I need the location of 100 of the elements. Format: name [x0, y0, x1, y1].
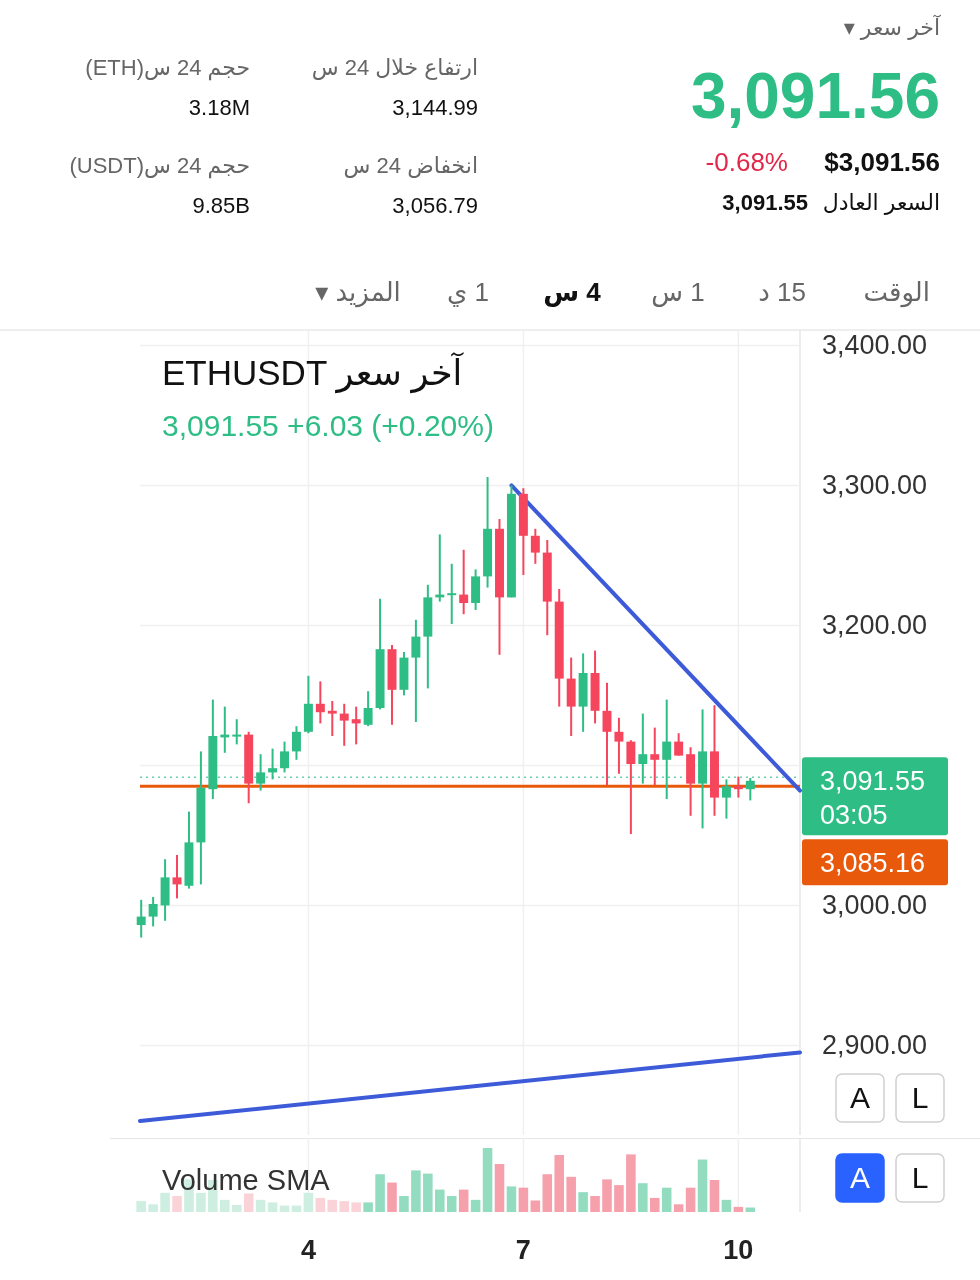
bar	[614, 1185, 624, 1212]
candlestick	[411, 618, 421, 723]
text: 4 س	[543, 277, 601, 307]
text: 9.85B	[192, 193, 250, 218]
bar	[148, 1204, 158, 1212]
bar	[196, 1192, 206, 1212]
bar	[351, 1202, 361, 1212]
bar	[231, 1204, 242, 1212]
candlestick	[626, 739, 636, 835]
candlestick	[674, 732, 684, 757]
bar	[709, 1180, 720, 1212]
bar	[255, 1199, 266, 1212]
candlestick	[447, 562, 457, 625]
bar	[733, 1206, 744, 1212]
bar	[435, 1189, 445, 1212]
text: السعر العادل	[822, 190, 940, 215]
text: A	[849, 1161, 871, 1194]
bar	[327, 1199, 338, 1212]
candlestick	[291, 725, 301, 761]
bar	[721, 1199, 732, 1212]
candlestick	[733, 775, 743, 799]
candlestick	[721, 778, 731, 820]
bar	[649, 1197, 660, 1212]
bar	[411, 1170, 421, 1212]
y-tick-label: 3,000.00	[822, 890, 928, 921]
bar	[494, 1164, 505, 1212]
candlestick	[315, 680, 325, 725]
text: ارتفاع خلال 24 س	[311, 55, 478, 80]
candlestick	[232, 718, 242, 746]
bar	[172, 1196, 182, 1212]
bar	[423, 1173, 433, 1212]
ref-line-label: 3,091.55 03:05	[820, 766, 926, 831]
text: 15 د	[758, 277, 806, 307]
candlestick	[136, 898, 146, 939]
bar	[470, 1199, 481, 1212]
bar	[446, 1196, 457, 1212]
text: 3,091.55	[722, 190, 808, 215]
bar	[267, 1202, 278, 1212]
text: ETHUSDT آخر سعر	[162, 352, 463, 392]
candlestick	[650, 726, 660, 786]
bar	[482, 1148, 493, 1212]
y-tick-label: 3,200.00	[822, 610, 928, 641]
ref-line-label: 3,085.16	[820, 848, 926, 879]
bar	[590, 1196, 600, 1212]
bar	[530, 1200, 541, 1212]
bar	[626, 1154, 636, 1212]
bar	[339, 1201, 350, 1212]
bar	[243, 1193, 254, 1212]
text: $3,091.56	[824, 147, 940, 177]
bar	[136, 1201, 146, 1212]
bar	[399, 1196, 409, 1212]
y-tick-label: 2,900.00	[822, 1030, 928, 1061]
bar	[506, 1186, 517, 1212]
text: 3.18M	[188, 95, 250, 120]
bar	[673, 1204, 684, 1212]
candlestick	[745, 777, 755, 802]
text: 1 ي	[446, 277, 490, 307]
text: L	[911, 1161, 929, 1194]
x-tick-label: 10	[723, 1235, 754, 1265]
bar	[661, 1187, 672, 1212]
text: A	[849, 1081, 871, 1114]
y-tick-label: 3,300.00	[822, 470, 928, 501]
text: حجم 24 س(USDT)	[69, 153, 250, 178]
candlestick	[172, 854, 182, 900]
bar	[375, 1174, 385, 1212]
text: 1 س	[651, 277, 705, 307]
candlestick	[327, 700, 337, 737]
text: 3,091.55 +6.03 (+0.20%)	[162, 409, 494, 442]
candlestick	[614, 716, 624, 775]
text: آخر سعر ▾	[843, 15, 940, 40]
bar	[363, 1202, 373, 1212]
candlestick	[268, 747, 278, 781]
candlestick	[339, 702, 349, 747]
text: -0.68%	[705, 147, 788, 177]
candlestick	[351, 705, 361, 746]
candlestick	[363, 690, 373, 728]
bar	[387, 1182, 397, 1212]
bar	[638, 1183, 648, 1212]
bar	[554, 1155, 564, 1212]
candlestick	[459, 548, 469, 616]
candlestick	[148, 896, 158, 928]
bar	[518, 1187, 529, 1212]
text: 3,144.99	[392, 95, 478, 120]
bar	[315, 1197, 326, 1212]
y-tick-label: 3,400.00	[822, 330, 928, 361]
text: L	[911, 1081, 929, 1114]
candlestick	[280, 740, 289, 774]
bar	[566, 1176, 576, 1212]
text: 3,056.79	[392, 193, 478, 218]
bar	[458, 1189, 469, 1212]
x-tick-label: 7	[515, 1235, 531, 1265]
text: حجم 24 س(ETH)	[85, 55, 250, 80]
x-tick-label: 4	[300, 1235, 316, 1265]
bar	[542, 1174, 553, 1212]
text: انخفاض 24 س	[343, 153, 478, 178]
bar	[697, 1159, 708, 1212]
text: Volume SMA	[162, 1163, 330, 1196]
text: 3,091.56	[690, 60, 940, 132]
bar	[160, 1192, 170, 1212]
bar	[602, 1179, 612, 1212]
